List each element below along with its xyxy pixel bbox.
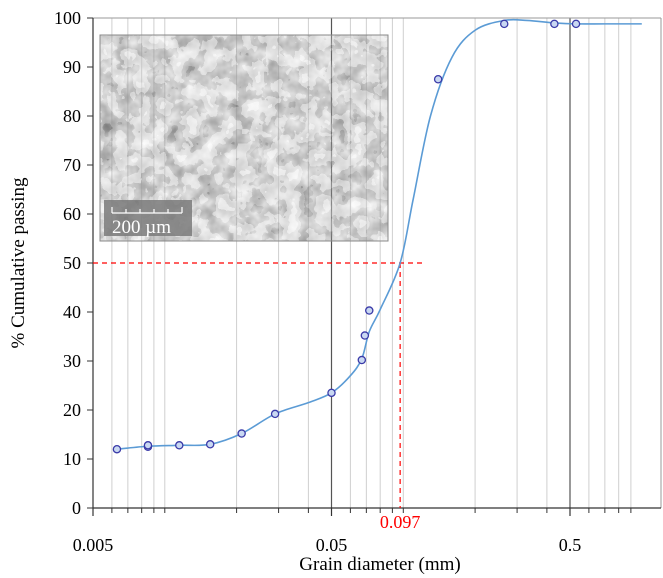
y-tick-label: 80 — [63, 106, 81, 126]
y-axis-ticks: 0 10 20 30 40 50 60 70 80 90 100 — [54, 8, 93, 518]
y-axis-title: % Cumulative passing — [8, 177, 29, 348]
y-tick-label: 50 — [63, 253, 81, 273]
data-point — [327, 388, 336, 398]
y-tick-label: 0 — [72, 498, 81, 518]
data-point — [205, 440, 215, 449]
x-axis-ticks: 0.005 0.05 0.5 — [73, 508, 632, 555]
data-point — [571, 19, 581, 29]
y-tick-label: 70 — [63, 155, 81, 175]
data-point — [499, 19, 509, 29]
data-point — [360, 331, 370, 340]
data-point — [237, 429, 246, 438]
y-tick-label: 40 — [63, 302, 81, 322]
data-point — [357, 355, 367, 365]
x-axis-title: Grain diameter (mm) — [299, 554, 460, 575]
scale-bar-label: 200 µm — [112, 217, 171, 238]
data-point — [365, 306, 374, 315]
scale-bar — [111, 207, 183, 214]
data-point — [175, 441, 184, 450]
data-point — [433, 75, 443, 84]
fitted-curve — [116, 18, 642, 450]
data-point — [270, 409, 280, 419]
data-markers — [112, 19, 581, 454]
y-tick-label: 100 — [54, 8, 81, 28]
scale-bar-box — [104, 200, 192, 236]
data-point — [112, 444, 122, 454]
data-point — [143, 441, 153, 450]
y-tick-label: 30 — [63, 351, 81, 371]
sem-micrograph-inset: 200 µm — [99, 34, 389, 242]
y-tick-label: 20 — [63, 400, 81, 420]
data-point — [550, 19, 559, 29]
x-tick-label: 0.05 — [316, 535, 348, 555]
y-tick-label: 90 — [63, 57, 81, 77]
d50-reference: 0.097 — [93, 262, 422, 532]
x-tick-label: 0.005 — [73, 535, 114, 555]
y-tick-label: 10 — [63, 449, 81, 469]
y-tick-label: 60 — [63, 204, 81, 224]
d50-value-label: 0.097 — [380, 512, 421, 532]
x-tick-label: 0.5 — [559, 535, 582, 555]
